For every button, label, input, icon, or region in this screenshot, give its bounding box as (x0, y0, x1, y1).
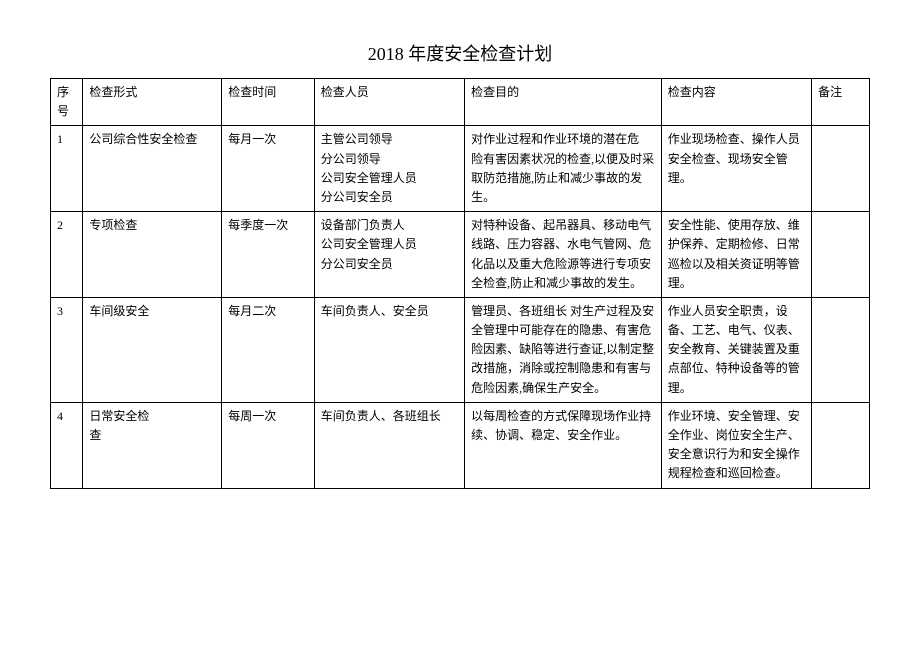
cell-type: 公司综合性安全检查 (83, 126, 222, 212)
cell-purpose: 以每周检查的方式保障现场作业持续、协调、稳定、安全作业。 (465, 402, 662, 488)
col-header-note: 备注 (812, 79, 870, 126)
table-row: 2 专项检查 每季度一次 设备部门负责人公司安全管理人员分公司安全员 对特种设备… (51, 212, 870, 298)
cell-note (812, 126, 870, 212)
cell-idx: 1 (51, 126, 83, 212)
col-header-idx: 序号 (51, 79, 83, 126)
cell-person: 车间负责人、各班组长 (314, 402, 464, 488)
cell-time: 每月一次 (222, 126, 315, 212)
cell-idx: 2 (51, 212, 83, 298)
cell-idx: 3 (51, 297, 83, 402)
table-row: 4 日常安全检查 每周一次 车间负责人、各班组长 以每周检查的方式保障现场作业持… (51, 402, 870, 488)
col-header-time: 检查时间 (222, 79, 315, 126)
cell-content: 作业环境、安全管理、安全作业、岗位安全生产、安全意识行为和安全操作规程检查和巡回… (661, 402, 811, 488)
col-header-person: 检查人员 (314, 79, 464, 126)
cell-note (812, 402, 870, 488)
cell-time: 每周一次 (222, 402, 315, 488)
table-row: 3 车间级安全 每月二次 车间负责人、安全员 管理员、各班组长 对生产过程及安全… (51, 297, 870, 402)
cell-note (812, 212, 870, 298)
cell-type: 专项检查 (83, 212, 222, 298)
cell-purpose: 管理员、各班组长 对生产过程及安全管理中可能存在的隐患、有害危险因素、缺陷等进行… (465, 297, 662, 402)
cell-type: 车间级安全 (83, 297, 222, 402)
table-header-row: 序号 检查形式 检查时间 检查人员 检查目的 检查内容 备注 (51, 79, 870, 126)
cell-person: 车间负责人、安全员 (314, 297, 464, 402)
cell-content: 作业现场检查、操作人员安全检查、现场安全管理。 (661, 126, 811, 212)
cell-content: 作业人员安全职责，设备、工艺、电气、仪表、安全教育、关键装置及重点部位、特种设备… (661, 297, 811, 402)
cell-note (812, 297, 870, 402)
cell-person: 主管公司领导分公司领导公司安全管理人员分公司安全员 (314, 126, 464, 212)
page-title: 2018 年度安全检查计划 (50, 40, 870, 66)
cell-content: 安全性能、使用存放、维护保养、定期检修、日常巡检以及相关资证明等管理。 (661, 212, 811, 298)
cell-time: 每月二次 (222, 297, 315, 402)
col-header-type: 检查形式 (83, 79, 222, 126)
cell-purpose: 对特种设备、起吊器具、移动电气线路、压力容器、水电气管网、危化品以及重大危险源等… (465, 212, 662, 298)
table-row: 1 公司综合性安全检查 每月一次 主管公司领导分公司领导公司安全管理人员分公司安… (51, 126, 870, 212)
cell-person: 设备部门负责人公司安全管理人员分公司安全员 (314, 212, 464, 298)
col-header-content: 检查内容 (661, 79, 811, 126)
cell-type: 日常安全检查 (83, 402, 222, 488)
cell-purpose: 对作业过程和作业环境的潜在危险有害因素状况的检查,以便及时采取防范措施,防止和减… (465, 126, 662, 212)
col-header-purpose: 检查目的 (465, 79, 662, 126)
cell-idx: 4 (51, 402, 83, 488)
cell-time: 每季度一次 (222, 212, 315, 298)
safety-plan-table: 序号 检查形式 检查时间 检查人员 检查目的 检查内容 备注 1 公司综合性安全… (50, 78, 870, 489)
